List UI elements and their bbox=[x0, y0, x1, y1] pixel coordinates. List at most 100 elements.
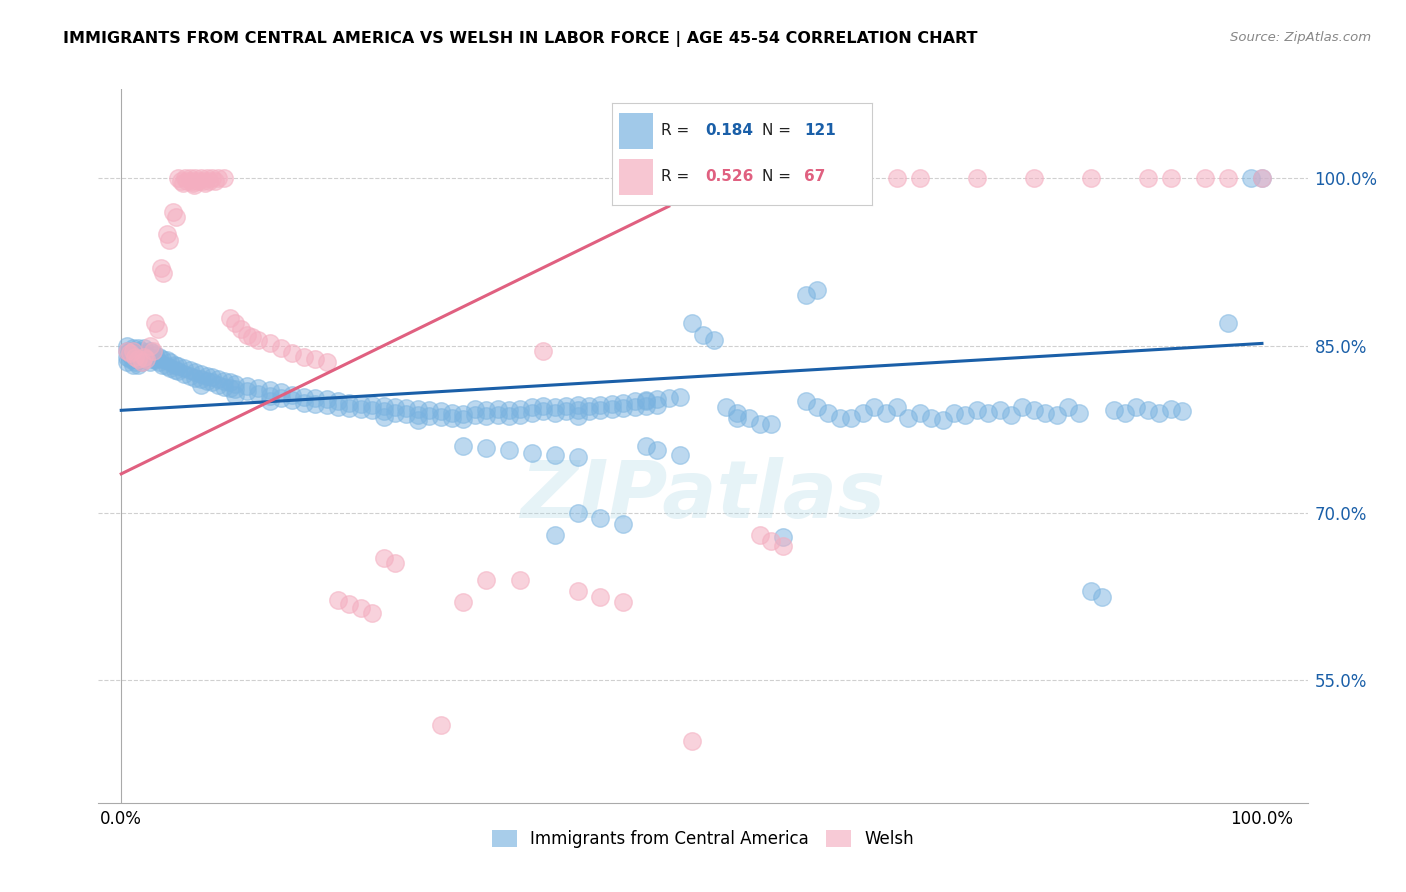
Point bbox=[531, 399, 554, 413]
Point bbox=[224, 387, 246, 401]
Point bbox=[863, 400, 886, 414]
Text: 67: 67 bbox=[804, 169, 825, 185]
Point bbox=[839, 411, 862, 425]
Point bbox=[195, 375, 218, 389]
Point bbox=[498, 403, 520, 417]
Point bbox=[589, 590, 612, 604]
Point bbox=[121, 346, 143, 360]
Point bbox=[647, 392, 669, 407]
Point bbox=[201, 370, 224, 384]
Text: IMMIGRANTS FROM CENTRAL AMERICA VS WELSH IN LABOR FORCE | AGE 45-54 CORRELATION : IMMIGRANTS FROM CENTRAL AMERICA VS WELSH… bbox=[63, 31, 977, 47]
Point bbox=[1216, 171, 1239, 186]
Point bbox=[908, 171, 931, 186]
Point bbox=[634, 393, 657, 408]
Point bbox=[600, 396, 623, 410]
Point bbox=[159, 355, 181, 369]
FancyBboxPatch shape bbox=[620, 159, 654, 194]
Point bbox=[725, 411, 748, 425]
Point bbox=[567, 450, 589, 465]
Point bbox=[441, 405, 464, 420]
Point bbox=[131, 350, 153, 364]
Point bbox=[1136, 403, 1159, 417]
Point bbox=[1046, 408, 1069, 422]
Point bbox=[156, 359, 179, 373]
Point bbox=[634, 439, 657, 453]
Point bbox=[350, 402, 373, 417]
Point bbox=[181, 176, 204, 190]
Point bbox=[852, 171, 875, 186]
Point bbox=[174, 171, 197, 186]
Point bbox=[806, 283, 828, 297]
Point bbox=[259, 336, 281, 351]
Point bbox=[373, 399, 395, 413]
Point bbox=[531, 344, 554, 359]
Point bbox=[173, 367, 195, 381]
Point bbox=[361, 403, 384, 417]
Point bbox=[966, 171, 988, 186]
Point bbox=[567, 409, 589, 423]
Point bbox=[1091, 590, 1114, 604]
Point bbox=[247, 333, 270, 347]
Point bbox=[429, 404, 451, 418]
Point bbox=[1069, 405, 1091, 420]
Point bbox=[207, 372, 229, 386]
Point bbox=[531, 404, 554, 418]
Point bbox=[464, 408, 486, 422]
Point bbox=[761, 533, 783, 548]
Point bbox=[115, 339, 138, 353]
Point bbox=[498, 443, 520, 458]
Point bbox=[124, 350, 146, 364]
Point bbox=[146, 322, 169, 336]
Point bbox=[165, 211, 187, 225]
Point bbox=[156, 353, 179, 368]
Point bbox=[201, 171, 224, 186]
Point bbox=[1080, 583, 1102, 598]
Point bbox=[886, 171, 908, 186]
Point bbox=[121, 351, 143, 366]
Point bbox=[157, 233, 180, 247]
Point bbox=[475, 403, 498, 417]
Point bbox=[1251, 171, 1274, 186]
Point bbox=[555, 404, 578, 418]
Point bbox=[292, 350, 315, 364]
Point bbox=[1102, 403, 1125, 417]
Point bbox=[897, 411, 920, 425]
Point bbox=[304, 391, 326, 405]
Point bbox=[145, 348, 167, 362]
Point bbox=[132, 350, 155, 364]
Point bbox=[988, 403, 1011, 417]
Point bbox=[429, 410, 451, 425]
Point bbox=[931, 413, 953, 427]
Legend: Immigrants from Central America, Welsh: Immigrants from Central America, Welsh bbox=[485, 823, 921, 855]
Point bbox=[406, 408, 429, 422]
Text: 0.184: 0.184 bbox=[706, 123, 754, 138]
Point bbox=[190, 171, 212, 186]
Point bbox=[544, 448, 567, 462]
Point bbox=[453, 439, 475, 453]
Point bbox=[270, 341, 292, 355]
Point bbox=[259, 394, 281, 409]
Point bbox=[127, 351, 149, 366]
Point bbox=[235, 384, 257, 399]
Point bbox=[139, 344, 162, 359]
Point bbox=[453, 412, 475, 426]
Text: R =: R = bbox=[661, 123, 695, 138]
Point bbox=[817, 405, 839, 420]
Point bbox=[159, 361, 181, 376]
Point bbox=[612, 517, 634, 532]
Point bbox=[1022, 403, 1045, 417]
Point bbox=[135, 351, 157, 366]
Point bbox=[1022, 171, 1045, 186]
Point bbox=[212, 171, 235, 186]
Point bbox=[669, 448, 692, 462]
Point bbox=[337, 598, 360, 612]
Point bbox=[486, 402, 509, 417]
Point bbox=[544, 528, 567, 542]
Point bbox=[184, 366, 207, 380]
Point bbox=[453, 407, 475, 421]
Point bbox=[127, 358, 149, 372]
Point bbox=[509, 573, 531, 587]
Point bbox=[623, 400, 645, 414]
Point bbox=[132, 341, 155, 355]
Point bbox=[977, 405, 1000, 420]
